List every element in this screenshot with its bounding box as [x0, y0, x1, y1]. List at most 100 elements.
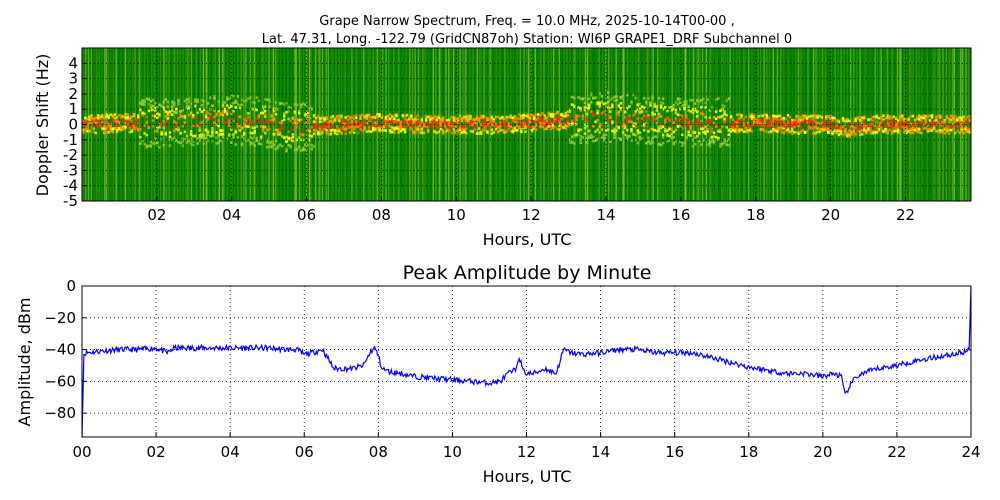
heatmap-cell: [236, 116, 239, 119]
heatmap-cell: [511, 119, 515, 123]
heatmap-cell: [693, 131, 697, 134]
heatmap-cell: [268, 98, 271, 101]
heatmap-cell: [594, 96, 597, 99]
heatmap-cell: [336, 126, 339, 130]
heatmap-cell: [681, 144, 684, 147]
heatmap-cell: [702, 131, 705, 134]
heatmap-cell: [183, 116, 187, 120]
heatmap-cell: [342, 119, 345, 123]
heatmap-cell: [259, 124, 263, 128]
heatmap-streak: [140, 48, 142, 201]
heatmap-cell: [122, 119, 125, 122]
heatmap-cell: [429, 115, 432, 118]
heatmap-cell: [420, 130, 424, 133]
heatmap-cell: [808, 125, 811, 129]
heatmap-cell: [596, 111, 599, 115]
heatmap-cell: [287, 110, 290, 113]
heatmap-cell: [702, 97, 705, 101]
heatmap-cell: [319, 132, 322, 136]
heatmap-streak: [846, 48, 848, 201]
heatmap-cell: [444, 125, 447, 128]
heatmap-cell: [539, 121, 542, 125]
heatmap-cell: [784, 126, 788, 130]
heatmap-cell: [384, 119, 388, 123]
heatmap-cell: [742, 130, 745, 133]
heatmap-cell: [321, 125, 324, 128]
x-tick-label: 04: [222, 206, 241, 224]
heatmap-cell: [875, 131, 879, 134]
heatmap-cell: [702, 124, 705, 127]
heatmap-cell: [115, 128, 119, 132]
heatmap-cell: [753, 115, 756, 119]
heatmap-cell: [638, 131, 642, 134]
heatmap-cell: [852, 126, 855, 129]
heatmap-cell: [118, 123, 121, 126]
heatmap-cell: [217, 141, 220, 144]
heatmap-cell: [141, 102, 144, 105]
heatmap-cell: [719, 128, 722, 131]
heatmap-cell: [281, 144, 284, 148]
heatmap-cell: [346, 115, 349, 118]
heatmap-cell: [429, 118, 432, 121]
heatmap-cell: [304, 148, 307, 152]
heatmap-cell: [848, 135, 851, 138]
heatmap-cell: [306, 143, 309, 147]
heatmap-cell: [378, 113, 381, 116]
heatmap-cell: [922, 114, 925, 117]
heatmap-cell: [240, 103, 244, 107]
heatmap-cell: [501, 115, 504, 119]
heatmap-cell: [259, 120, 263, 123]
heatmap-cell: [257, 114, 261, 118]
heatmap-cell: [128, 125, 131, 128]
heatmap-cell: [308, 129, 311, 133]
heatmap-cell: [750, 130, 754, 133]
heatmap-cell: [712, 121, 716, 125]
heatmap-cell: [634, 138, 637, 142]
heatmap-cell: [401, 114, 405, 118]
heatmap-cell: [846, 132, 849, 136]
heatmap-cell: [604, 121, 608, 125]
heatmap-cell: [293, 109, 297, 112]
heatmap-cell: [357, 125, 360, 129]
heatmap-cell: [264, 131, 267, 135]
heatmap-cell: [355, 125, 358, 128]
heatmap-cell: [725, 139, 728, 142]
heatmap-cell: [348, 126, 352, 129]
heatmap-streak: [636, 48, 639, 201]
heatmap-cell: [179, 132, 182, 135]
heatmap-cell: [329, 116, 333, 119]
heatmap-cell: [268, 122, 271, 125]
heatmap-cell: [575, 115, 578, 119]
heatmap-cell: [181, 124, 184, 128]
heatmap-cell: [262, 127, 265, 131]
heatmap-cell: [475, 115, 479, 118]
heatmap-cell: [283, 112, 286, 116]
heatmap-cell: [323, 128, 326, 131]
heatmap-cell: [355, 115, 358, 119]
heatmap-cell: [321, 131, 324, 135]
heatmap-cell: [810, 119, 813, 123]
heatmap-cell: [628, 118, 631, 121]
heatmap-cell: [890, 119, 893, 123]
heatmap-cell: [528, 113, 532, 117]
heatmap-cell: [714, 123, 718, 127]
heatmap-cell: [797, 117, 800, 121]
heatmap-cell: [367, 119, 371, 122]
heatmap-cell: [219, 139, 222, 143]
heatmap-cell: [147, 144, 151, 148]
heatmap-cell: [361, 113, 364, 117]
heatmap-cell: [507, 115, 510, 119]
heatmap-cell: [435, 116, 438, 120]
heatmap-streak: [319, 48, 321, 201]
heatmap-cell: [547, 111, 551, 115]
heatmap-cell: [156, 141, 159, 145]
heatmap-cell: [274, 128, 278, 132]
heatmap-cell: [560, 117, 563, 121]
heatmap-cell: [101, 114, 104, 117]
heatmap-cell: [484, 126, 487, 129]
heatmap-cell: [772, 122, 775, 126]
heatmap-cell: [190, 102, 193, 106]
heatmap-cell: [623, 133, 627, 137]
heatmap-cell: [600, 95, 603, 98]
heatmap-cell: [706, 127, 709, 131]
